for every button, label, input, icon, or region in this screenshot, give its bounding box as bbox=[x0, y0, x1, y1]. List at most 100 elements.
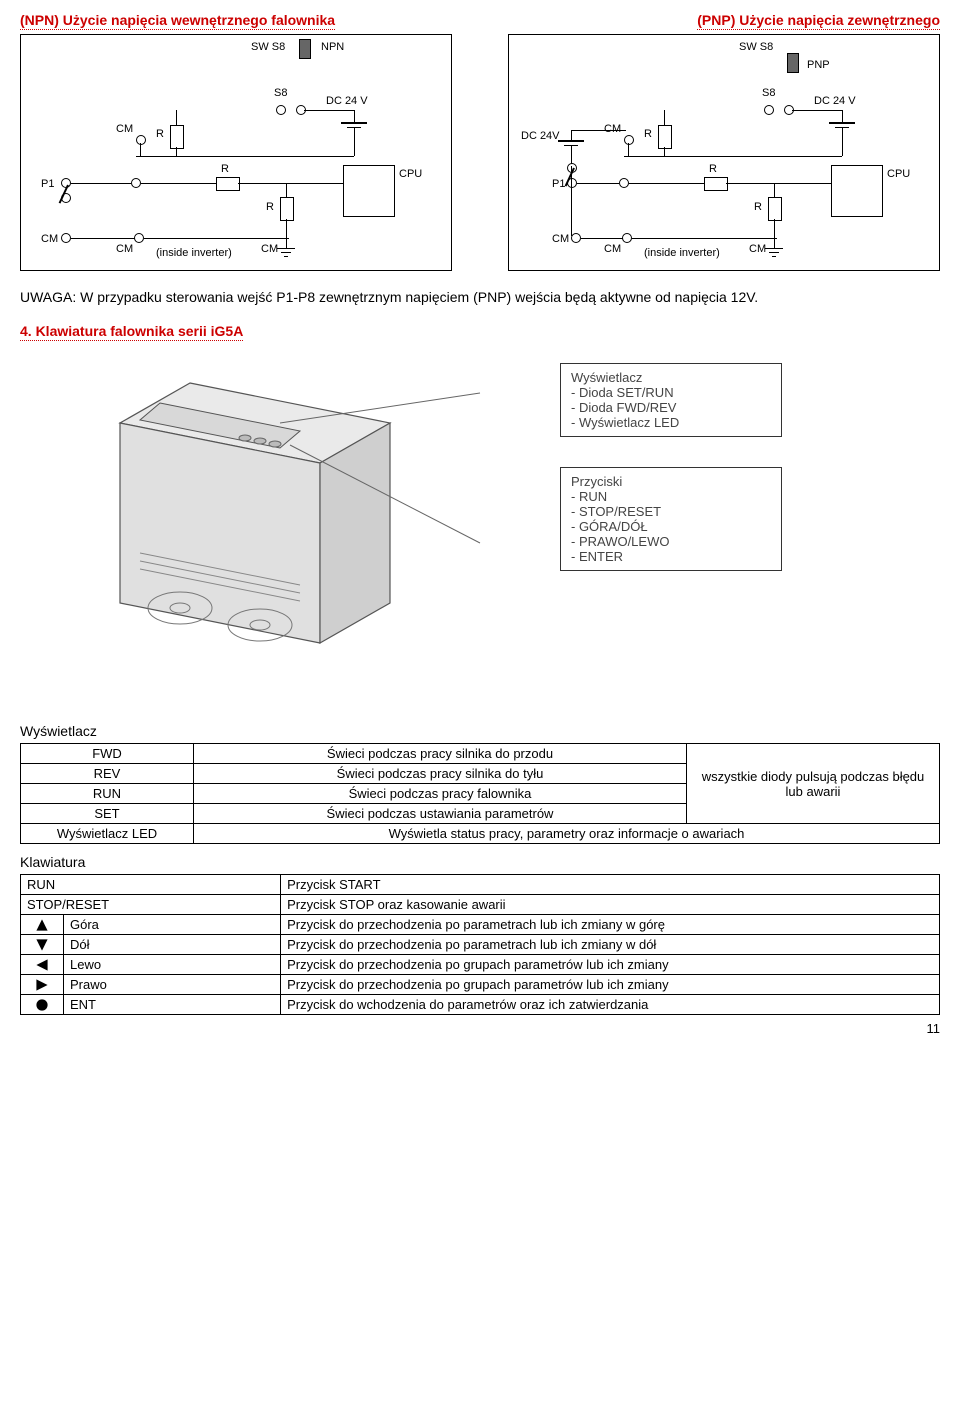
node-icon bbox=[276, 105, 286, 115]
table-row: Lewo Przycisk do przechodzenia po grupac… bbox=[21, 955, 940, 975]
wire bbox=[571, 166, 572, 236]
label-cm: CM bbox=[116, 243, 133, 255]
label-pnp: PNP bbox=[807, 59, 830, 71]
resistor-icon bbox=[768, 197, 782, 221]
wire bbox=[628, 143, 629, 157]
callout-display: Wyświetlacz - Dioda SET/RUN - Dioda FWD/… bbox=[560, 363, 782, 437]
cell: Prawo bbox=[64, 975, 281, 995]
label-s8: S8 bbox=[762, 87, 775, 99]
cell: Świeci podczas ustawiania parametrów bbox=[194, 804, 687, 824]
ground-icon bbox=[765, 248, 783, 249]
ground-icon bbox=[281, 252, 291, 253]
right-arrow-icon bbox=[21, 975, 64, 995]
cell: SET bbox=[21, 804, 194, 824]
callout-buttons-line: - GÓRA/DÓŁ bbox=[571, 519, 771, 534]
keyboard-table: RUN Przycisk START STOP/RESET Przycisk S… bbox=[20, 874, 940, 1015]
cell: Wyświetla status pracy, parametry oraz i… bbox=[194, 824, 940, 844]
wire bbox=[286, 183, 287, 197]
wire bbox=[176, 110, 177, 125]
left-arrow-icon bbox=[21, 955, 64, 975]
label-r: R bbox=[709, 163, 717, 175]
node-icon bbox=[622, 233, 632, 243]
ground-icon bbox=[769, 252, 779, 253]
ground-icon bbox=[284, 256, 288, 257]
table-row: Dół Przycisk do przechodzenia po paramet… bbox=[21, 935, 940, 955]
callout-buttons-line: - ENTER bbox=[571, 549, 771, 564]
wire bbox=[792, 110, 842, 111]
callout-buttons-line: - PRAWO/LEWO bbox=[571, 534, 771, 549]
callout-buttons-line: - RUN bbox=[571, 489, 771, 504]
label-cm: CM bbox=[552, 233, 569, 245]
wire bbox=[774, 183, 775, 197]
label-r: R bbox=[266, 201, 274, 213]
label-cm: CM bbox=[261, 243, 278, 255]
wire bbox=[571, 130, 626, 131]
wire bbox=[664, 147, 665, 157]
node-icon bbox=[764, 105, 774, 115]
node-icon bbox=[131, 178, 141, 188]
cell: Przycisk do przechodzenia po parametrach… bbox=[281, 935, 940, 955]
label-r: R bbox=[156, 128, 164, 140]
wire bbox=[726, 183, 831, 184]
label-sw: SW S8 bbox=[739, 41, 773, 53]
label-cm: CM bbox=[604, 123, 621, 135]
cpu-box bbox=[831, 165, 883, 217]
display-table: FWD Świeci podczas pracy silnika do przo… bbox=[20, 743, 940, 844]
node-icon bbox=[571, 233, 581, 243]
cell: Przycisk do przechodzenia po parametrach… bbox=[281, 915, 940, 935]
table-row: Prawo Przycisk do przechodzenia po grupa… bbox=[21, 975, 940, 995]
label-r: R bbox=[644, 128, 652, 140]
wire bbox=[71, 183, 131, 184]
wire bbox=[774, 238, 775, 248]
cell: Góra bbox=[64, 915, 281, 935]
table-row: RUN Przycisk START bbox=[21, 875, 940, 895]
down-arrow-icon bbox=[21, 935, 64, 955]
label-dc24v-ext: DC 24V bbox=[521, 130, 560, 142]
table-row: STOP/RESET Przycisk STOP oraz kasowanie … bbox=[21, 895, 940, 915]
cell: Świeci podczas pracy falownika bbox=[194, 784, 687, 804]
callout-display-line: - Dioda SET/RUN bbox=[571, 385, 771, 400]
npn-circuit-diagram: SW S8 NPN S8 DC 24 V CM R P1 R bbox=[20, 34, 452, 271]
node-icon bbox=[61, 233, 71, 243]
battery-icon bbox=[829, 122, 855, 124]
cell: Przycisk do wchodzenia do parametrów ora… bbox=[281, 995, 940, 1015]
cpu-box bbox=[343, 165, 395, 217]
label-r: R bbox=[221, 163, 229, 175]
label-p1: P1 bbox=[552, 178, 565, 190]
note-warning: UWAGA: W przypadku sterowania wejść P1-P… bbox=[20, 289, 940, 305]
node-icon bbox=[624, 135, 634, 145]
label-cpu: CPU bbox=[887, 168, 910, 180]
label-s8: S8 bbox=[274, 87, 287, 99]
label-dc24: DC 24 V bbox=[326, 95, 368, 107]
label-cm: CM bbox=[749, 243, 766, 255]
cell: Lewo bbox=[64, 955, 281, 975]
wire bbox=[304, 110, 354, 111]
circle-icon bbox=[21, 995, 64, 1015]
wire bbox=[354, 128, 355, 156]
callout-buttons: Przyciski - RUN - STOP/RESET - GÓRA/DÓŁ … bbox=[560, 467, 782, 571]
table-row: Góra Przycisk do przechodzenia po parame… bbox=[21, 915, 940, 935]
cell: Świeci podczas pracy silnika do tyłu bbox=[194, 764, 687, 784]
label-r: R bbox=[754, 201, 762, 213]
section-4-title: 4. Klawiatura falownika serii iG5A bbox=[20, 323, 243, 341]
label-sw: SW S8 bbox=[251, 41, 285, 53]
resistor-icon bbox=[280, 197, 294, 221]
table-row: Wyświetlacz LED Wyświetla status pracy, … bbox=[21, 824, 940, 844]
wire bbox=[141, 183, 216, 184]
wire bbox=[176, 147, 177, 157]
cell: ENT bbox=[64, 995, 281, 1015]
resistor-icon bbox=[170, 125, 184, 149]
label-cm: CM bbox=[41, 233, 58, 245]
battery-icon bbox=[558, 140, 584, 142]
cell: Przycisk do przechodzenia po grupach par… bbox=[281, 975, 940, 995]
wire bbox=[632, 238, 777, 239]
wire bbox=[144, 238, 289, 239]
label-cpu: CPU bbox=[399, 168, 422, 180]
page-number: 11 bbox=[20, 1021, 940, 1036]
table-row: ENT Przycisk do wchodzenia do parametrów… bbox=[21, 995, 940, 1015]
label-p1: P1 bbox=[41, 178, 54, 190]
callout-display-line: - Wyświetlacz LED bbox=[571, 415, 771, 430]
cell: STOP/RESET bbox=[21, 895, 281, 915]
callout-display-title: Wyświetlacz bbox=[571, 370, 771, 385]
inverter-illustration bbox=[20, 353, 540, 703]
